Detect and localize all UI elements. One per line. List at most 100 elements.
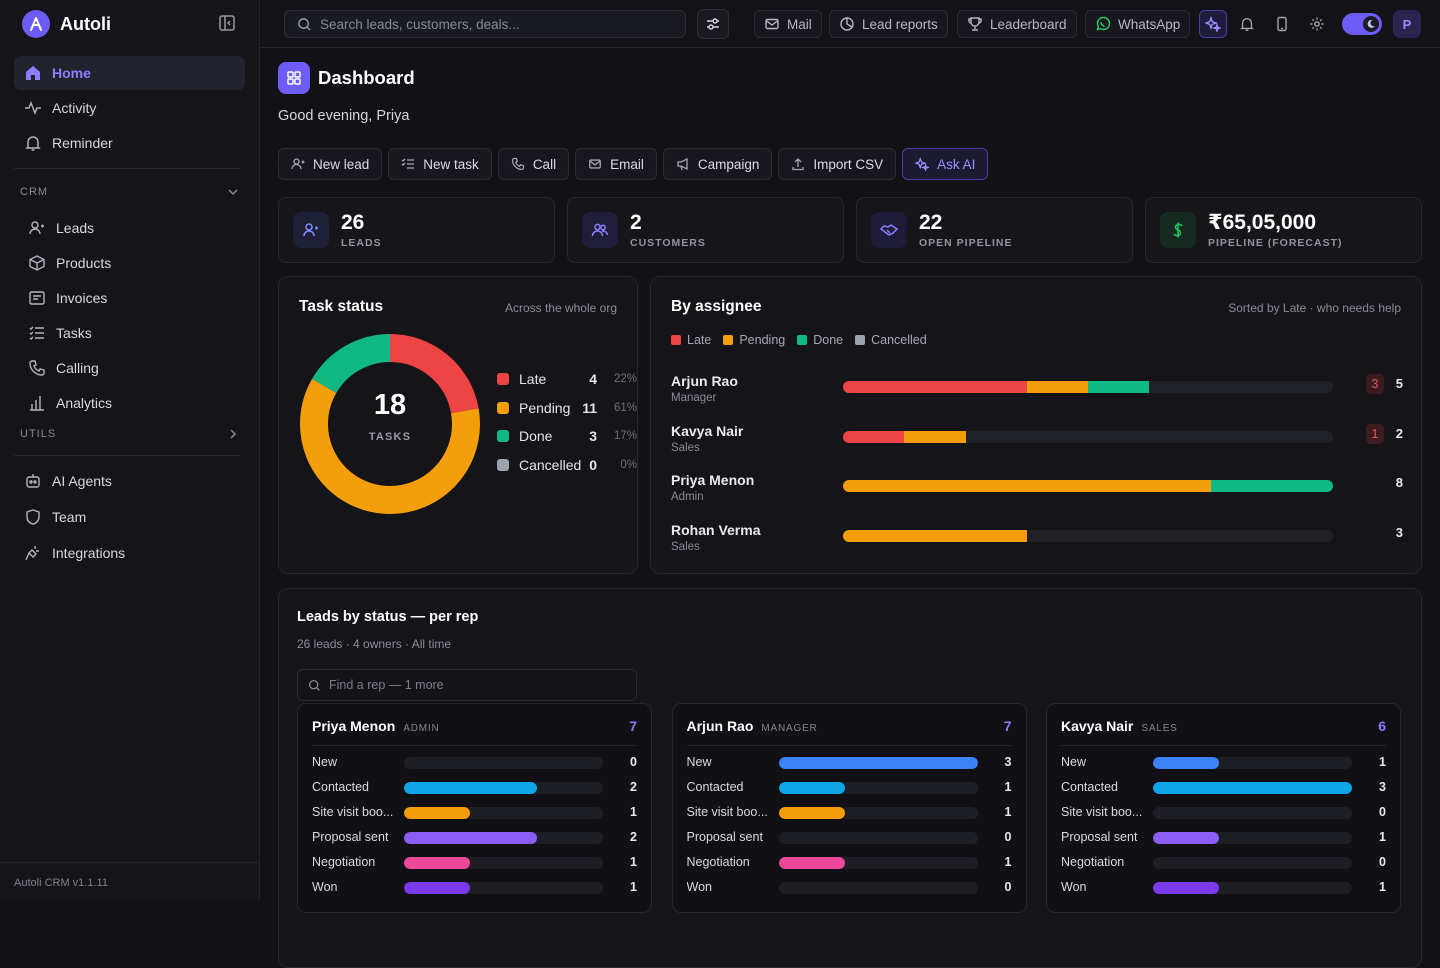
late-count-badge: 3 [1366, 374, 1384, 394]
import-csv-button[interactable]: Import CSV [778, 148, 896, 180]
sidebar-item-team[interactable]: Team [14, 500, 245, 534]
sidebar-item-products[interactable]: Products [14, 246, 245, 280]
sidebar-item-label: Integrations [52, 545, 125, 561]
status-bar-fill [404, 807, 470, 819]
status-bar-fill [404, 857, 470, 869]
sidebar-item-integrations[interactable]: Integrations [14, 536, 245, 570]
mail-button[interactable]: Mail [754, 10, 822, 38]
status-bar-fill [779, 782, 845, 794]
assignee-bar-track [843, 480, 1333, 492]
users-icon [28, 219, 46, 237]
campaign-button[interactable]: Campaign [663, 148, 773, 180]
sidebar-collapse-icon[interactable] [218, 14, 238, 34]
status-count: 3 [1005, 755, 1012, 769]
status-bar-track [779, 782, 978, 794]
assignee-total: 5 [1389, 376, 1403, 391]
search-icon [308, 679, 321, 692]
sidebar-item-invoices[interactable]: Invoices [14, 281, 245, 315]
new-lead-label: New lead [313, 157, 369, 172]
rep-name: Kavya Nair [1061, 718, 1133, 734]
status-label: Negotiation [687, 855, 777, 869]
sliders-icon [705, 16, 721, 32]
mail-icon [764, 16, 780, 32]
ask-ai-button[interactable]: Ask AI [902, 148, 988, 180]
new-lead-button[interactable]: New lead [278, 148, 382, 180]
sidebar-item-tasks[interactable]: Tasks [14, 316, 245, 350]
ai-sparkle-button[interactable] [1199, 10, 1227, 38]
call-button[interactable]: Call [498, 148, 569, 180]
activity-icon [24, 99, 42, 117]
bell-icon [24, 134, 42, 152]
settings-button[interactable] [1303, 10, 1331, 38]
campaign-label: Campaign [698, 157, 760, 172]
user-avatar[interactable]: P [1393, 10, 1421, 38]
status-row: Site visit boo...1 [687, 804, 1012, 822]
lead-reports-button[interactable]: Lead reports [829, 10, 948, 38]
status-bar-fill [1153, 782, 1352, 794]
task-status-donut [299, 333, 481, 515]
status-bar-fill [404, 882, 470, 894]
sidebar-item-calling[interactable]: Calling [14, 351, 245, 385]
status-label: New [1061, 755, 1151, 769]
mail-label: Mail [787, 17, 812, 32]
sidebar-item-label: Calling [56, 360, 99, 376]
leaderboard-button[interactable]: Leaderboard [957, 10, 1077, 38]
search-input[interactable] [320, 17, 660, 32]
global-search[interactable] [284, 10, 686, 38]
donut-total-label: TASKS [299, 431, 481, 443]
mobile-button[interactable] [1268, 10, 1296, 38]
status-row: Negotiation 1 [687, 854, 1012, 872]
crm-section-header[interactable]: CRM [14, 181, 245, 203]
by-assignee-card: By assignee Sorted by Late · who needs h… [650, 276, 1422, 574]
status-bar-track [404, 832, 603, 844]
mail-icon [588, 157, 602, 171]
utils-section-header[interactable]: UTILS [14, 423, 245, 445]
email-button[interactable]: Email [575, 148, 657, 180]
status-label: Negotiation [312, 855, 402, 869]
rep-search[interactable] [297, 669, 637, 701]
assignee-bar-pending [1027, 381, 1088, 393]
notifications-button[interactable] [1233, 10, 1261, 38]
assignee-role: Admin [671, 491, 704, 503]
robot-icon [24, 472, 42, 490]
status-label: Won [1061, 880, 1151, 894]
rep-role: ADMIN [403, 723, 439, 734]
sidebar-item-home[interactable]: Home [14, 56, 245, 90]
sidebar-item-ai-agents[interactable]: AI Agents [14, 464, 245, 498]
leaderboard-label: Leaderboard [990, 17, 1067, 32]
chevron-right-icon [227, 428, 239, 440]
status-count: 1 [1379, 755, 1386, 769]
rep-search-input[interactable] [329, 678, 619, 692]
whatsapp-button[interactable]: WhatsApp [1085, 10, 1190, 38]
legend-percent: 0% [601, 459, 637, 471]
theme-toggle[interactable] [1342, 13, 1382, 35]
sidebar-item-analytics[interactable]: Analytics [14, 386, 245, 420]
filter-button[interactable] [697, 9, 729, 39]
sidebar-item-activity[interactable]: Activity [14, 91, 245, 125]
sidebar-item-leads[interactable]: Leads [14, 211, 245, 245]
status-count: 1 [1005, 855, 1012, 869]
brand[interactable]: Autoli [22, 10, 111, 38]
status-label: Proposal sent [687, 830, 777, 844]
sidebar-item-reminder[interactable]: Reminder [14, 126, 245, 160]
sidebar-item-label: Team [52, 509, 86, 525]
new-task-button[interactable]: New task [388, 148, 492, 180]
assignee-bar-track [843, 381, 1333, 393]
